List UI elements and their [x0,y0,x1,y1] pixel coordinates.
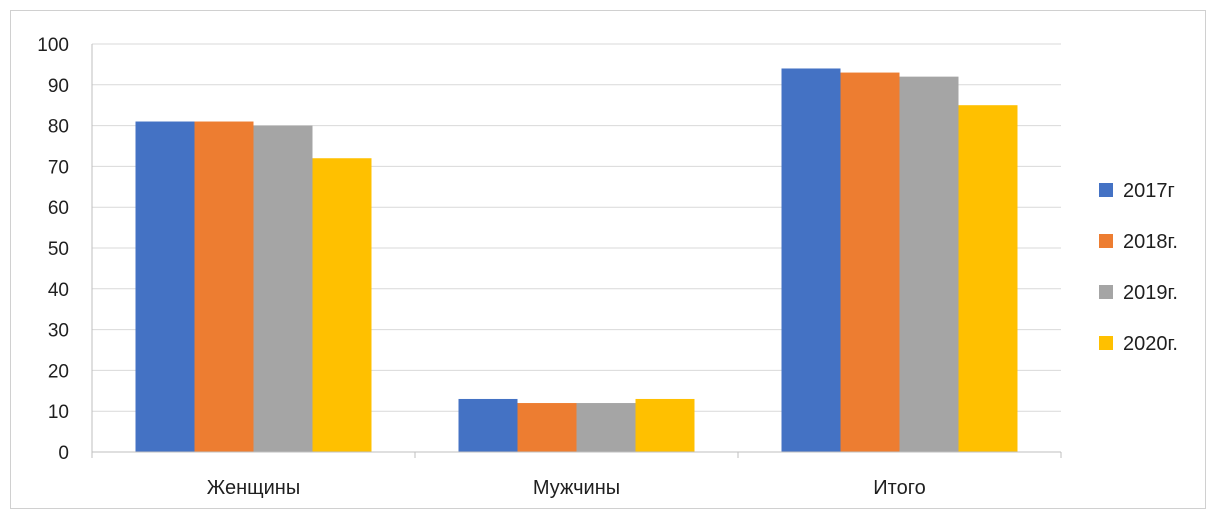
x-tick-label: Мужчины [533,477,620,499]
bar-2-3 [840,72,900,452]
legend-label: 2017г [1123,180,1175,202]
bar-1-2 [458,398,518,452]
axes [91,44,1062,458]
y-tick-label: 50 [48,239,69,260]
bars [135,68,1018,453]
bar-1-3 [781,68,841,453]
bar-1-1 [135,121,195,453]
x-tick-label: Итого [873,477,925,499]
legend-swatch [1099,234,1113,248]
legend-item: 2017г [1099,180,1175,202]
bar-4-1 [312,158,372,453]
chart-frame: 0 10 20 30 40 50 60 70 80 90 100 Женщины Мужчины Ито… [10,10,1206,509]
legend-swatch [1099,336,1113,350]
y-tick-label: 70 [48,157,69,178]
y-tick-labels: 0 10 20 30 40 50 60 70 80 90 100 [37,35,69,464]
legend-item: 2018г. [1099,231,1178,253]
x-tick-labels: Женщины Мужчины Итого [207,477,926,499]
bar-3-3 [899,76,959,452]
bar-2-2 [517,403,577,452]
y-tick-label: 40 [48,280,69,301]
legend: 2017г 2018г. 2019г. 2020г. [1099,180,1178,355]
y-tick-label: 20 [48,361,69,382]
legend-item: 2019г. [1099,282,1178,304]
bar-3-2 [576,403,636,452]
x-tick-label: Женщины [207,477,300,499]
y-tick-label: 90 [48,76,69,97]
bar-4-3 [958,105,1018,452]
bar-2-1 [194,121,254,453]
y-tick-label: 100 [37,35,69,56]
legend-label: 2019г. [1123,282,1178,304]
legend-item: 2020г. [1099,333,1178,355]
y-tick-label: 30 [48,321,69,342]
bar-chart: 0 10 20 30 40 50 60 70 80 90 100 Женщины Мужчины Ито… [37,35,1178,499]
y-tick-label: 60 [48,198,69,219]
y-tick-label: 0 [58,443,69,464]
y-tick-label: 10 [48,402,69,423]
bar-3-1 [253,125,313,452]
legend-label: 2020г. [1123,333,1178,355]
y-tick-label: 80 [48,117,69,138]
legend-label: 2018г. [1123,231,1178,253]
bar-4-2 [635,398,695,452]
legend-swatch [1099,285,1113,299]
legend-swatch [1099,183,1113,197]
